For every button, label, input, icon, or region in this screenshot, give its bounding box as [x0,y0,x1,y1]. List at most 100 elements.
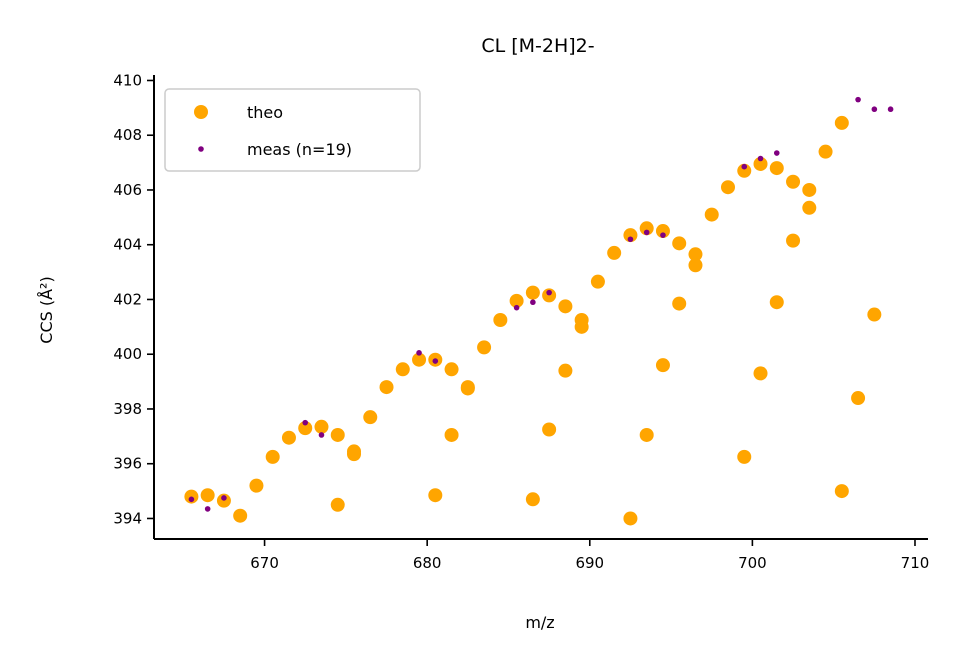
theo-point [542,422,557,437]
meas-point [513,304,520,311]
meas-point [432,358,439,364]
theo-point [233,508,248,523]
meas-point [221,495,227,501]
legend-label: meas (n=19) [247,140,352,159]
theo-point [265,449,280,464]
theo-point [786,174,801,189]
theo-point [428,488,443,503]
theo-point [379,380,394,395]
y-tick-label: 400 [113,345,142,363]
theo-point [639,221,654,236]
theo-point [330,497,345,512]
data-marks [184,96,894,526]
theo-point [786,233,801,248]
theo-point [802,200,817,215]
meas-point [302,419,309,426]
meas-point [741,163,748,170]
theo-point [704,207,719,222]
x-tick-label: 680 [413,554,442,572]
meas-point [546,289,552,296]
theo-point [200,488,215,503]
legend-label: theo [247,103,283,122]
theo-point [493,313,508,328]
x-tick-label: 710 [901,554,930,572]
meas-point [871,106,878,113]
meas-point [204,506,211,512]
y-tick-label: 396 [113,455,142,473]
meas-point [855,96,861,103]
meas-point [627,236,634,243]
meas-point [188,496,195,503]
theo-point [574,319,589,334]
theo-point [395,362,410,377]
theo-point [688,247,703,262]
theo-point [834,484,849,499]
axes: 670 680 690 700 710 394 396 398 400 402 404 406 408 4… [113,71,929,572]
meas-point [416,350,422,356]
meas-point [530,299,536,306]
theo-point [639,427,654,442]
theo-point [590,274,605,289]
y-tick-label: 410 [113,71,142,89]
theo-point [249,478,264,493]
theo-point [655,358,670,373]
meas-point [643,229,650,236]
theo-point [525,285,540,300]
legend-box [164,88,421,172]
theo-point [363,410,378,425]
theo-point [623,228,638,243]
x-axis-label: m/z [525,613,554,632]
theo-point [753,156,768,171]
x-tick-label: 670 [250,554,279,572]
theo-point [623,511,638,526]
theo-point [509,293,524,308]
theo-point [688,258,703,273]
y-tick-label: 406 [113,181,142,199]
theo-point [460,381,475,396]
theo-point [737,449,752,464]
theo-point [818,144,833,159]
theo-point [672,296,687,311]
theo-point [851,391,866,406]
theo-point [753,366,768,381]
y-tick-label: 408 [113,126,142,144]
legend: theo meas (n=19) [164,88,421,172]
theo-point [558,299,573,314]
meas-point [757,155,764,162]
meas-point [660,232,666,238]
theo-point [672,236,687,251]
theo-point [769,295,784,310]
legend-marker [194,105,208,119]
theo-point [558,363,573,378]
theo-point [412,352,427,367]
y-tick-label: 394 [113,509,142,527]
theo-point [720,180,735,195]
y-axis-label: CCS (Å²) [37,276,56,343]
y-tick-label: 398 [113,400,142,418]
series-theo [184,115,882,526]
theo-point [298,421,313,436]
theo-point [347,444,362,459]
theo-point [281,430,296,445]
meas-point [318,432,325,438]
theo-point [314,419,329,434]
theo-point [525,492,540,507]
theo-point [477,340,492,355]
theo-point [769,161,784,176]
theo-point [444,362,459,377]
x-tick-label: 690 [575,554,604,572]
chart-title: CL [M-2H]2- [481,35,594,57]
theo-point [444,427,459,442]
y-tick-label: 404 [113,236,142,254]
legend-marker [198,146,204,152]
x-tick-label: 700 [738,554,767,572]
theo-point [737,163,752,178]
theo-point [330,427,345,442]
theo-point [607,245,622,260]
theo-point [834,115,849,130]
meas-point [887,106,894,113]
theo-point [655,224,670,239]
theo-point [867,307,882,322]
